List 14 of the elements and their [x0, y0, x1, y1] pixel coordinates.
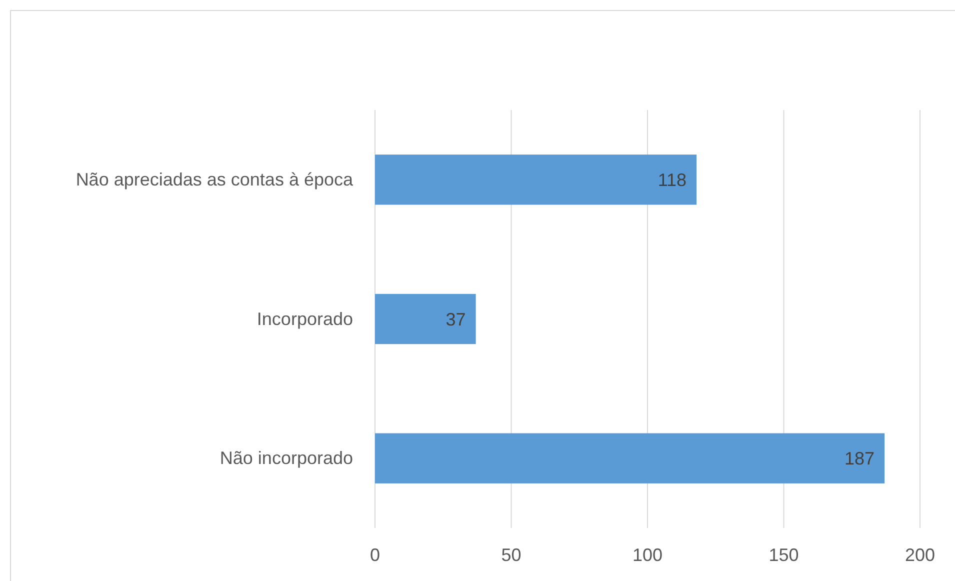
x-tick-label: 0 — [370, 544, 380, 565]
x-tick-label: 200 — [904, 544, 936, 565]
y-tick-label: Não incorporado — [220, 448, 353, 468]
y-tick-label: Não apreciadas as contas à época — [76, 169, 354, 190]
data-label: 187 — [844, 448, 875, 469]
x-tick-label: 100 — [632, 544, 663, 565]
bar — [375, 433, 885, 484]
x-tick-label: 50 — [501, 544, 522, 565]
bar — [375, 154, 697, 205]
x-tick-label: 150 — [768, 544, 799, 565]
data-label: 118 — [658, 170, 687, 190]
bar — [375, 294, 476, 344]
data-label: 37 — [446, 309, 466, 330]
y-tick-label: Incorporado — [256, 308, 353, 329]
